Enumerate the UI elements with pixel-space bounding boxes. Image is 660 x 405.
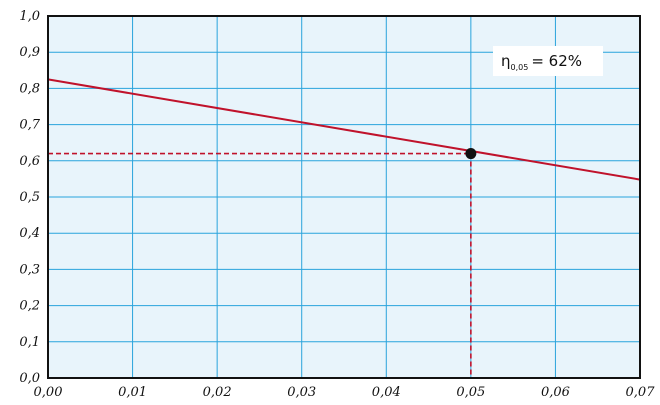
y-tick-label: 0,8: [19, 81, 40, 96]
y-tick-label: 0,7: [19, 118, 40, 133]
series-line: [47, 78, 641, 181]
annotation-label: η0,05 = 62%: [501, 52, 582, 72]
y-tick-label: 0,1: [19, 335, 40, 350]
annotation-value: = 62%: [531, 52, 582, 70]
highlight-point: [465, 148, 477, 160]
plot-frame: [47, 15, 641, 379]
y-tick-label: 0,5: [19, 190, 40, 205]
y-tick-label: 0,6: [19, 154, 40, 169]
x-tick-label: 0,04: [372, 385, 401, 400]
y-tick-label: 0,3: [19, 262, 40, 277]
annotation-box: [493, 46, 603, 76]
annotation-symbol: η: [501, 52, 511, 70]
y-tick-label: 0,0: [19, 371, 40, 386]
y-tick-label: 0,9: [19, 45, 40, 60]
x-tick-label: 0,06: [541, 385, 570, 400]
y-tick-label: 1,0: [19, 9, 40, 24]
x-tick-label: 0,07: [626, 385, 656, 400]
x-tick-label: 0,02: [203, 385, 232, 400]
x-tick-label: 0,05: [456, 385, 485, 400]
guide-lines: [48, 152, 472, 378]
y-tick-labels: 0,0 0,1 0,2 0,3 0,4 0,5 0,6 0,7 0,8 0,9 1,0: [19, 9, 40, 386]
x-tick-labels: 0,00 0,01 0,02 0,03 0,04 0,05 0,06 0,07: [34, 385, 656, 400]
y-tick-label: 0,2: [19, 299, 40, 314]
x-tick-label: 0,01: [118, 385, 147, 400]
x-tick-label: 0,03: [287, 385, 316, 400]
y-tick-label: 0,4: [19, 226, 40, 241]
annotation-subscript: 0,05: [511, 63, 529, 72]
grid-lines: [48, 16, 640, 378]
efficiency-annotation: η0,05 = 62%: [493, 46, 603, 76]
x-tick-label: 0,00: [34, 385, 63, 400]
